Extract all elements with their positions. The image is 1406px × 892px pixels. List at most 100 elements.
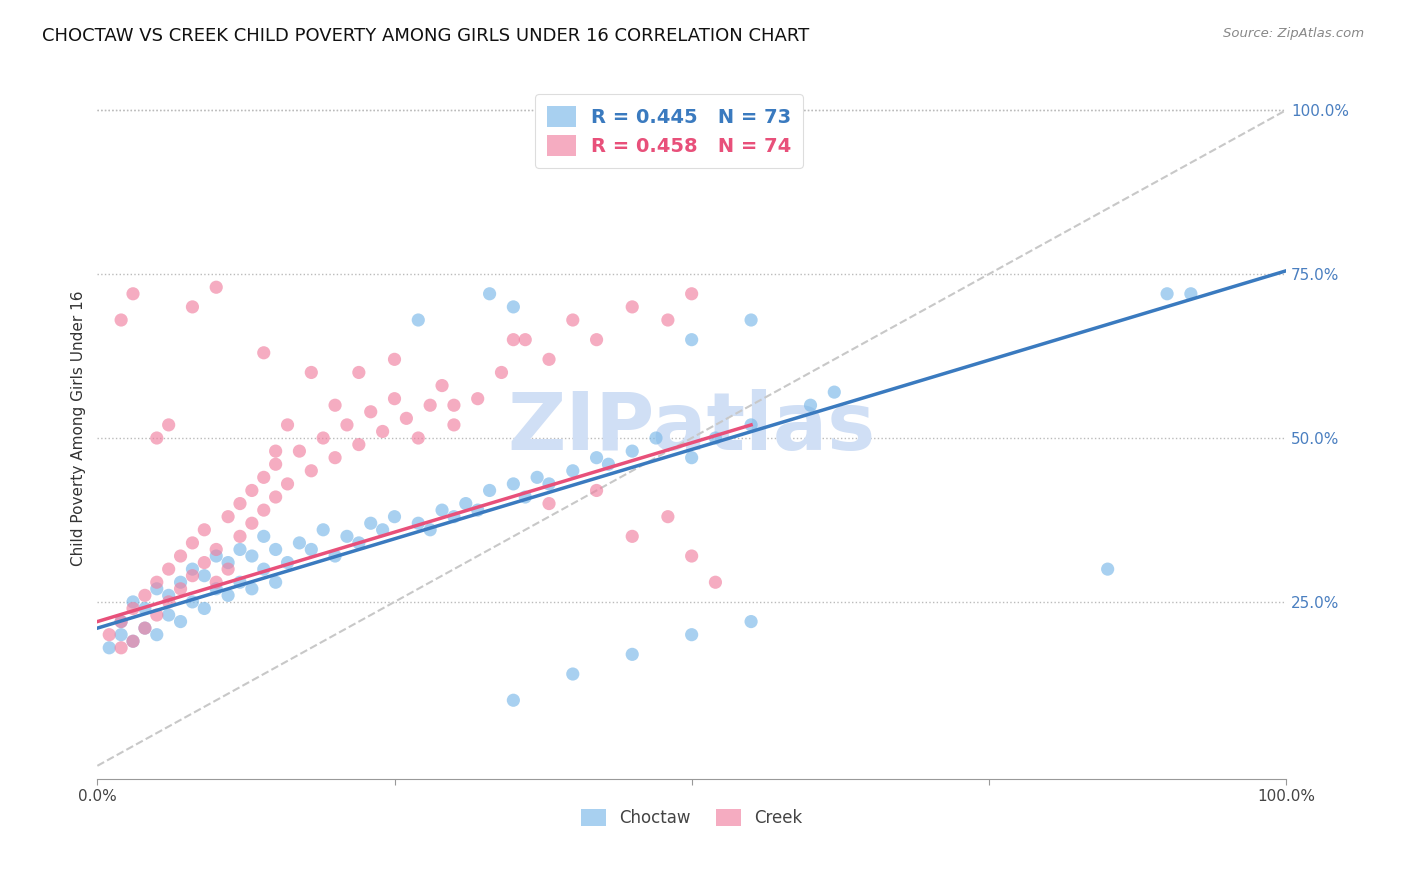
- Point: [347, 437, 370, 451]
- Point: [561, 464, 583, 478]
- Point: [478, 286, 501, 301]
- Point: [122, 286, 145, 301]
- Point: [240, 582, 263, 596]
- Point: [799, 398, 821, 412]
- Point: [157, 595, 180, 609]
- Point: [823, 385, 845, 400]
- Point: [467, 392, 489, 406]
- Point: [681, 628, 703, 642]
- Point: [336, 529, 359, 543]
- Point: [264, 542, 287, 557]
- Point: [253, 503, 276, 517]
- Point: [288, 444, 311, 458]
- Point: [645, 431, 668, 445]
- Point: [454, 497, 477, 511]
- Point: [253, 529, 276, 543]
- Point: [419, 523, 441, 537]
- Point: [384, 352, 406, 367]
- Point: [336, 417, 359, 432]
- Point: [193, 556, 215, 570]
- Point: [561, 313, 583, 327]
- Point: [299, 542, 322, 557]
- Point: [371, 425, 394, 439]
- Point: [384, 392, 406, 406]
- Point: [134, 621, 156, 635]
- Point: [299, 464, 322, 478]
- Point: [253, 470, 276, 484]
- Point: [229, 529, 252, 543]
- Point: [253, 346, 276, 360]
- Point: [443, 398, 465, 412]
- Point: [110, 313, 132, 327]
- Point: [264, 490, 287, 504]
- Point: [169, 615, 191, 629]
- Point: [157, 417, 180, 432]
- Point: [110, 615, 132, 629]
- Point: [526, 470, 548, 484]
- Point: [122, 634, 145, 648]
- Point: [264, 457, 287, 471]
- Point: [277, 417, 299, 432]
- Point: [134, 588, 156, 602]
- Point: [181, 300, 204, 314]
- Point: [598, 457, 620, 471]
- Point: [1180, 286, 1202, 301]
- Point: [515, 490, 537, 504]
- Point: [657, 313, 679, 327]
- Point: [229, 542, 252, 557]
- Point: [205, 549, 228, 563]
- Point: [122, 595, 145, 609]
- Point: [681, 549, 703, 563]
- Point: [205, 280, 228, 294]
- Point: [443, 417, 465, 432]
- Point: [240, 483, 263, 498]
- Point: [146, 575, 169, 590]
- Point: [217, 509, 239, 524]
- Point: [264, 444, 287, 458]
- Point: [406, 431, 429, 445]
- Point: [681, 286, 703, 301]
- Point: [704, 575, 727, 590]
- Point: [561, 667, 583, 681]
- Point: [323, 549, 346, 563]
- Point: [371, 523, 394, 537]
- Point: [478, 483, 501, 498]
- Point: [621, 529, 644, 543]
- Point: [146, 582, 169, 596]
- Point: [157, 562, 180, 576]
- Point: [537, 352, 560, 367]
- Point: [98, 640, 121, 655]
- Point: [621, 444, 644, 458]
- Point: [240, 549, 263, 563]
- Point: [419, 398, 441, 412]
- Point: [181, 536, 204, 550]
- Point: [347, 536, 370, 550]
- Point: [681, 333, 703, 347]
- Point: [443, 509, 465, 524]
- Point: [406, 313, 429, 327]
- Point: [240, 516, 263, 531]
- Point: [312, 431, 335, 445]
- Point: [395, 411, 418, 425]
- Point: [205, 575, 228, 590]
- Point: [110, 640, 132, 655]
- Point: [146, 607, 169, 622]
- Point: [193, 568, 215, 582]
- Point: [181, 562, 204, 576]
- Y-axis label: Child Poverty Among Girls Under 16: Child Poverty Among Girls Under 16: [72, 291, 86, 566]
- Point: [146, 431, 169, 445]
- Point: [502, 693, 524, 707]
- Point: [217, 556, 239, 570]
- Point: [740, 313, 762, 327]
- Point: [193, 523, 215, 537]
- Point: [299, 366, 322, 380]
- Point: [264, 575, 287, 590]
- Point: [585, 483, 607, 498]
- Point: [406, 516, 429, 531]
- Point: [157, 607, 180, 622]
- Point: [169, 549, 191, 563]
- Point: [347, 366, 370, 380]
- Point: [134, 601, 156, 615]
- Point: [110, 615, 132, 629]
- Point: [537, 497, 560, 511]
